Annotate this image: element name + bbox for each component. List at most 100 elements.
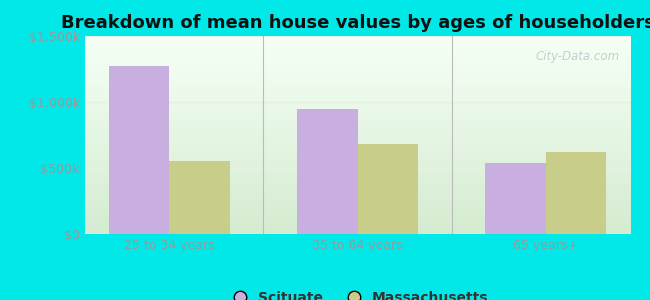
Bar bbox=[84, 165, 630, 166]
Bar bbox=[84, 190, 630, 191]
Bar bbox=[84, 116, 630, 117]
Bar bbox=[84, 213, 630, 214]
Bar bbox=[84, 70, 630, 72]
Bar bbox=[84, 98, 630, 99]
Bar bbox=[84, 73, 630, 74]
Bar bbox=[84, 199, 630, 200]
Bar bbox=[84, 128, 630, 129]
Bar bbox=[84, 59, 630, 60]
Bar bbox=[84, 41, 630, 42]
Bar bbox=[84, 127, 630, 128]
Bar bbox=[84, 211, 630, 212]
Bar bbox=[84, 158, 630, 159]
Bar bbox=[84, 62, 630, 63]
Bar bbox=[84, 55, 630, 56]
Bar bbox=[84, 171, 630, 172]
Bar bbox=[84, 197, 630, 198]
Bar bbox=[84, 130, 630, 131]
Bar bbox=[84, 83, 630, 85]
Bar bbox=[84, 150, 630, 151]
Bar bbox=[84, 217, 630, 218]
Bar bbox=[84, 46, 630, 47]
Bar bbox=[84, 53, 630, 54]
Bar bbox=[84, 148, 630, 149]
Bar bbox=[545, 152, 606, 234]
Title: Breakdown of mean house values by ages of householders: Breakdown of mean house values by ages o… bbox=[60, 14, 650, 32]
Bar bbox=[84, 230, 630, 231]
Text: City-Data.com: City-Data.com bbox=[536, 50, 619, 63]
Bar bbox=[84, 118, 630, 119]
Bar bbox=[84, 107, 630, 108]
Bar bbox=[84, 143, 630, 144]
Bar bbox=[84, 227, 630, 228]
Bar bbox=[84, 50, 630, 51]
Bar bbox=[84, 167, 630, 168]
Bar bbox=[84, 177, 630, 178]
Bar bbox=[84, 200, 630, 201]
Bar bbox=[84, 65, 630, 66]
Bar bbox=[84, 202, 630, 203]
Bar bbox=[84, 86, 630, 88]
Bar bbox=[84, 176, 630, 177]
Bar bbox=[84, 79, 630, 80]
Bar bbox=[84, 45, 630, 46]
Bar bbox=[84, 214, 630, 215]
Bar bbox=[84, 151, 630, 152]
Bar bbox=[84, 163, 630, 164]
Bar bbox=[84, 233, 630, 234]
Bar bbox=[84, 170, 630, 171]
Bar bbox=[84, 75, 630, 76]
Bar bbox=[84, 82, 630, 83]
Bar bbox=[84, 68, 630, 69]
Bar bbox=[84, 48, 630, 49]
Bar bbox=[84, 192, 630, 194]
Bar bbox=[84, 122, 630, 123]
Bar bbox=[84, 135, 630, 136]
Bar bbox=[84, 179, 630, 181]
Bar bbox=[84, 124, 630, 125]
Bar bbox=[84, 44, 630, 45]
Bar bbox=[84, 145, 630, 146]
Bar bbox=[84, 115, 630, 116]
Bar bbox=[84, 37, 630, 38]
Bar bbox=[84, 56, 630, 57]
Bar bbox=[84, 209, 630, 210]
Bar bbox=[84, 219, 630, 220]
Bar bbox=[84, 88, 630, 89]
Bar bbox=[358, 144, 418, 234]
Bar bbox=[84, 137, 630, 138]
Bar bbox=[84, 147, 630, 148]
Bar bbox=[84, 160, 630, 161]
Bar bbox=[84, 136, 630, 137]
Bar bbox=[486, 163, 545, 234]
Bar bbox=[84, 208, 630, 209]
Bar bbox=[84, 201, 630, 202]
Bar bbox=[84, 196, 630, 197]
Bar bbox=[84, 195, 630, 196]
Bar bbox=[84, 222, 630, 223]
Bar bbox=[84, 72, 630, 73]
Bar bbox=[84, 63, 630, 64]
Bar bbox=[84, 90, 630, 92]
Bar bbox=[84, 54, 630, 55]
Bar bbox=[84, 95, 630, 96]
Bar bbox=[84, 146, 630, 147]
Bar bbox=[84, 60, 630, 61]
Bar bbox=[84, 156, 630, 157]
Bar bbox=[84, 69, 630, 70]
Bar bbox=[84, 203, 630, 204]
Bar bbox=[84, 104, 630, 105]
Bar bbox=[84, 184, 630, 185]
Bar bbox=[84, 121, 630, 122]
Bar bbox=[84, 123, 630, 124]
Bar bbox=[84, 224, 630, 225]
Bar bbox=[84, 112, 630, 113]
Bar bbox=[84, 187, 630, 188]
Bar bbox=[84, 125, 630, 126]
Bar bbox=[84, 93, 630, 94]
Bar bbox=[84, 194, 630, 195]
Bar bbox=[84, 175, 630, 176]
Bar bbox=[84, 102, 630, 103]
Bar bbox=[84, 169, 630, 170]
Bar bbox=[84, 157, 630, 158]
